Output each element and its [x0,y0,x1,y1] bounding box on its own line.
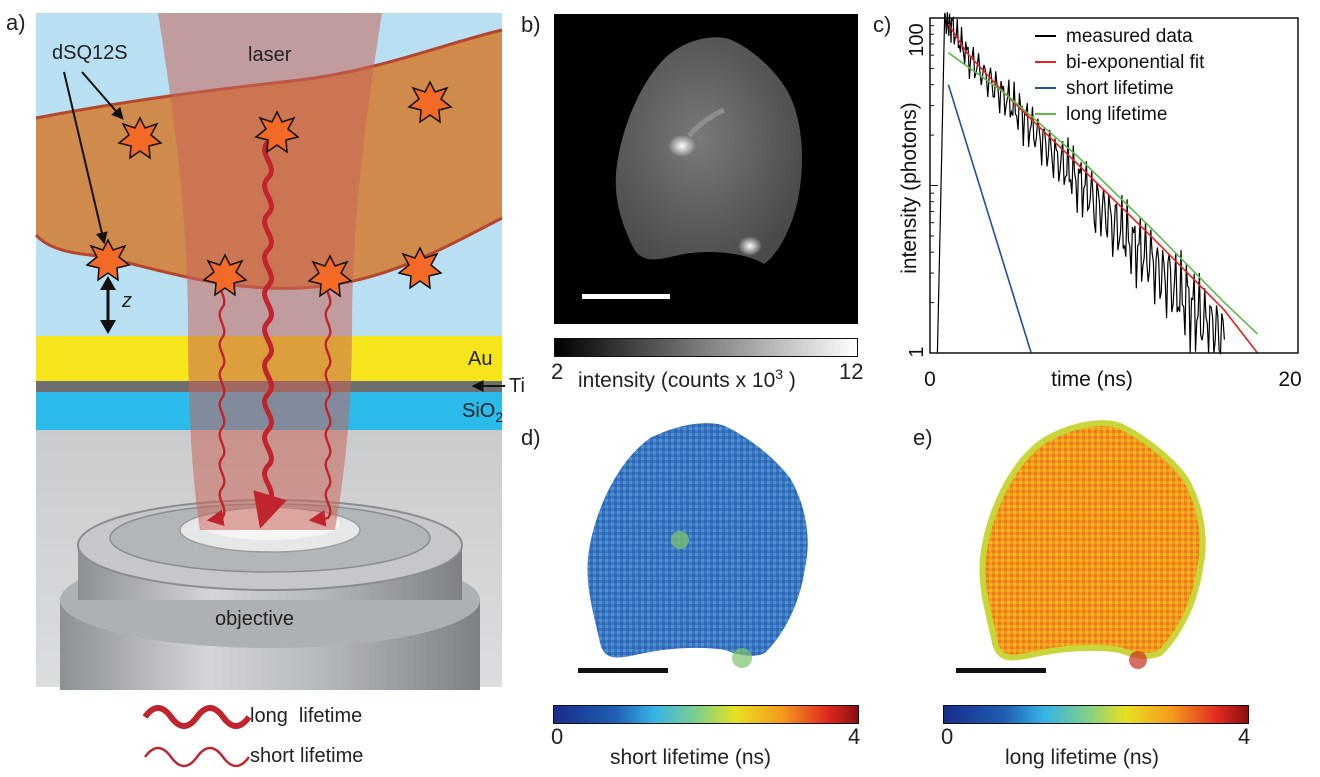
dye-star [397,246,443,290]
scale-bar [582,294,670,299]
series-line-bi-exponential-fit [947,23,1259,354]
z-label: z [122,290,132,312]
short-lifetime-cell [587,423,808,658]
panel-b-label: b) [521,12,541,37]
legend-entry: bi-exponential fit [1066,52,1205,73]
series-line-measured-data [936,12,1225,356]
legend-entry: short lifetime [1066,78,1174,99]
long-min-label: 0 [941,724,954,749]
chart-legend: measured data bi-exponential fit short lif… [1035,26,1205,125]
objective-label: objective [215,608,294,630]
short-lifetime-arrow-right [308,277,332,527]
dye-star [254,110,300,154]
long-lifetime-cell [979,420,1206,661]
dye-star [202,253,248,297]
intensity-max-label: 12 [839,359,864,384]
x-tick-0: 0 [924,368,936,391]
panel-a-label: a) [6,10,26,35]
short-colorbar-label: short lifetime (ns) [610,746,772,769]
long-lifetime-colorbar [943,705,1249,724]
short-min-label: 0 [551,724,564,749]
x-axis-label: time (ns) [1051,368,1133,391]
dye-star [407,80,453,124]
decay-chart: intensity (photons) 100 1 0 time (ns) 20… [898,12,1302,391]
y-tick-100: 100 [906,23,928,56]
dye-label: dSQ12S [52,42,128,64]
series-line-short-lifetime [947,84,1032,354]
sio2-label: SiO2 [462,400,504,425]
long-colorbar-label: long lifetime (ns) [1005,746,1160,769]
y-tick-1: 1 [906,346,928,357]
panel-c-label: c) [873,12,892,37]
long-lifetime-arrow [253,140,287,529]
legend-short-label: short lifetime [250,745,364,767]
legend-entry: long lifetime [1066,104,1167,125]
dye-star [307,254,353,298]
intensity-image [554,14,858,324]
dye-star [85,238,131,282]
short-max-label: 4 [848,724,861,749]
schematic-figure [34,13,505,768]
short-lifetime-map [578,423,808,673]
intensity-min-label: 2 [551,359,564,384]
au-label: Au [468,348,493,370]
legend-long-label: long lifetime [250,705,363,727]
cell-shape [615,37,802,265]
ti-label: Ti [509,375,525,397]
legend-entry: measured data [1066,26,1193,47]
intensity-colorbar [554,338,858,357]
panel-d-label: d) [521,425,541,450]
scale-bar [578,668,668,673]
short-lifetime-arrow-left [206,277,226,527]
y-axis-label: intensity (photons) [898,102,921,274]
scale-bar [956,668,1046,673]
long-max-label: 4 [1238,724,1251,749]
x-tick-20: 20 [1278,368,1301,391]
plot-frame [929,17,1299,354]
intensity-colorbar-label: intensity (counts x 103 ) [578,366,796,392]
long-lifetime-map [956,420,1206,673]
short-lifetime-colorbar [553,705,859,724]
legend-long-wave [142,705,252,729]
series-line-long-lifetime [947,52,1259,335]
laser-label: laser [248,44,292,66]
legend-short-wave [144,746,250,768]
panel-e-label: e) [913,425,933,450]
dye-star [117,116,163,160]
